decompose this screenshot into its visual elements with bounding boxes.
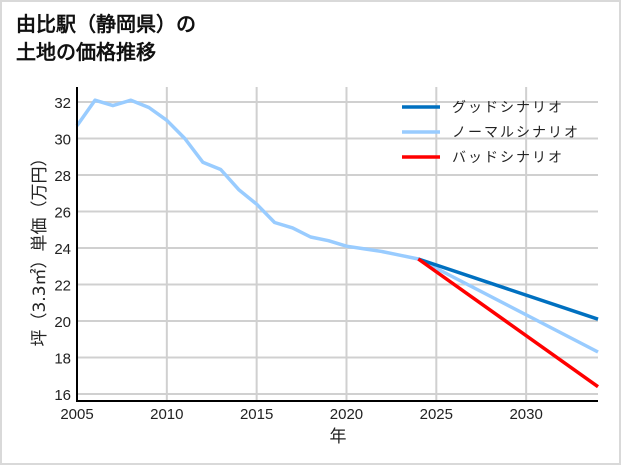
y-tick-label: 20: [54, 314, 71, 331]
y-tick-label: 22: [54, 278, 71, 295]
y-tick-label: 16: [54, 387, 71, 404]
x-tick-label: 2010: [150, 406, 183, 423]
y-tick-label: 24: [54, 241, 71, 258]
legend-label: ノーマルシナリオ: [452, 125, 580, 141]
data-series: [75, 98, 600, 389]
y-tick-label: 28: [54, 168, 71, 185]
y-tick-label: 26: [54, 205, 71, 222]
legend-label: バッドシナリオ: [452, 150, 564, 166]
tick-labels: 16 18 20 22 24 26 28 30 32 2005 2010 2015 2020 2025 20…: [54, 95, 543, 423]
x-tick-label: 2020: [330, 406, 363, 423]
y-axis-title: 坪（3.3㎡）単価（万円）: [30, 149, 50, 346]
y-tick-label: 30: [54, 132, 71, 149]
x-tick-label: 2015: [240, 406, 273, 423]
x-tick-label: 2005: [60, 406, 93, 423]
x-tick-label: 2030: [509, 406, 542, 423]
y-tick-label: 18: [54, 351, 71, 368]
y-tick-label: 32: [54, 95, 71, 112]
x-axis-title: 年: [330, 427, 347, 447]
chart-title-line1: 由比駅（静岡県）の: [16, 12, 196, 36]
x-tick-label: 2025: [420, 406, 453, 423]
series-line-2: [417, 257, 600, 389]
legend-label: グッドシナリオ: [452, 100, 564, 116]
series-line-1: [75, 98, 599, 354]
chart-title: 由比駅（静岡県）の 土地の価格推移: [16, 10, 196, 66]
grid-lines: [76, 87, 598, 401]
chart-title-line2: 土地の価格推移: [16, 40, 156, 64]
axes: [76, 87, 598, 402]
series-line-0: [417, 257, 599, 321]
